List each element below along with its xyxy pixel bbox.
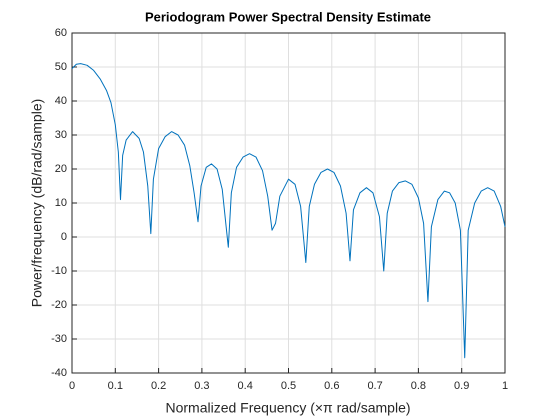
y-tick-label: 10 bbox=[55, 197, 67, 209]
y-tick-label: -30 bbox=[51, 333, 67, 345]
chart-title: Periodogram Power Spectral Density Estim… bbox=[145, 9, 431, 24]
y-tick-label: -20 bbox=[51, 299, 67, 311]
y-tick-label: 30 bbox=[55, 129, 67, 141]
axes-box bbox=[71, 32, 506, 374]
y-tick-label: 50 bbox=[55, 61, 67, 73]
y-tick-label: 0 bbox=[61, 231, 67, 243]
x-tick-label: 0 bbox=[69, 380, 75, 392]
y-tick-label: 40 bbox=[55, 95, 67, 107]
y-tick-label: -40 bbox=[51, 367, 67, 379]
x-axis-label: Normalized Frequency (×π rad/sample) bbox=[165, 400, 410, 416]
x-tick-label: 0.6 bbox=[324, 380, 339, 392]
x-tick-label: 0.8 bbox=[411, 380, 426, 392]
x-tick-label: 0.2 bbox=[151, 380, 166, 392]
x-tick-label: 1 bbox=[502, 380, 508, 392]
x-tick-label: 0.4 bbox=[238, 380, 253, 392]
y-tick-label: 20 bbox=[55, 163, 67, 175]
series-line bbox=[71, 63, 506, 359]
x-tick-label: 0.1 bbox=[108, 380, 123, 392]
y-tick-label: 60 bbox=[55, 27, 67, 39]
x-tick-label: 0.7 bbox=[367, 380, 382, 392]
x-tick-label: 0.3 bbox=[194, 380, 209, 392]
y-tick-label: -10 bbox=[51, 265, 67, 277]
y-axis-label: Power/frequency (dB/rad/sample) bbox=[29, 99, 45, 308]
x-tick-label: 0.9 bbox=[454, 380, 469, 392]
x-tick-label: 0.5 bbox=[281, 380, 296, 392]
